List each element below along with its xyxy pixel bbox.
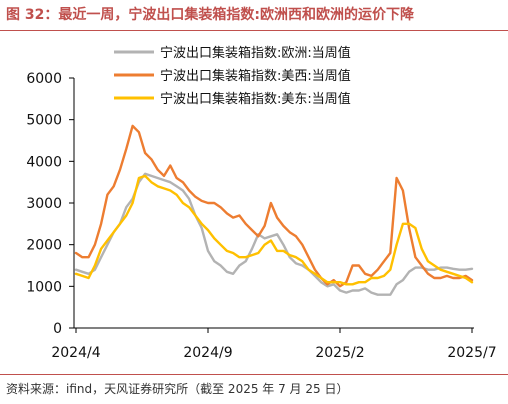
chart-axes: 0 1000 2000 3000 4000 5000 6000 2024/4 2024/9 202… [26, 71, 496, 361]
x-tick-label: 2025/2 [315, 345, 364, 361]
y-tick-label: 2000 [26, 238, 62, 254]
y-tick-label: 0 [53, 321, 62, 337]
y-tick-label: 1000 [26, 279, 62, 295]
x-tick-label: 2024/9 [183, 345, 232, 361]
y-tick-label: 4000 [26, 154, 62, 170]
chart-series [74, 124, 474, 296]
legend-label: 宁波出口集装箱指数:美西:当周值 [160, 68, 351, 84]
series-line [74, 174, 474, 286]
legend-label: 宁波出口集装箱指数:美东:当周值 [160, 91, 351, 107]
title-divider [0, 30, 508, 31]
x-tick-label: 2024/4 [51, 345, 100, 361]
figure-title: 图 32：最近一周，宁波出口集装箱指数:欧洲西和欧洲的运价下降 [6, 7, 414, 23]
y-tick-label: 6000 [26, 71, 62, 87]
legend-label: 宁波出口集装箱指数:欧洲:当周值 [160, 45, 351, 61]
footer-divider [0, 374, 508, 375]
source-note: 资料来源：ifind，天风证券研究所（截至 2025 年 7 月 25 日） [6, 382, 349, 396]
y-tick-label: 3000 [26, 196, 62, 212]
y-tick-label: 5000 [26, 113, 62, 129]
series-line [74, 124, 474, 288]
chart-legend: 宁波出口集装箱指数:欧洲:当周值宁波出口集装箱指数:美西:当周值宁波出口集装箱指… [114, 45, 351, 107]
x-tick-label: 2025/7 [447, 345, 496, 361]
line-chart: 0 1000 2000 3000 4000 5000 6000 2024/4 2024/9 202… [26, 45, 496, 361]
